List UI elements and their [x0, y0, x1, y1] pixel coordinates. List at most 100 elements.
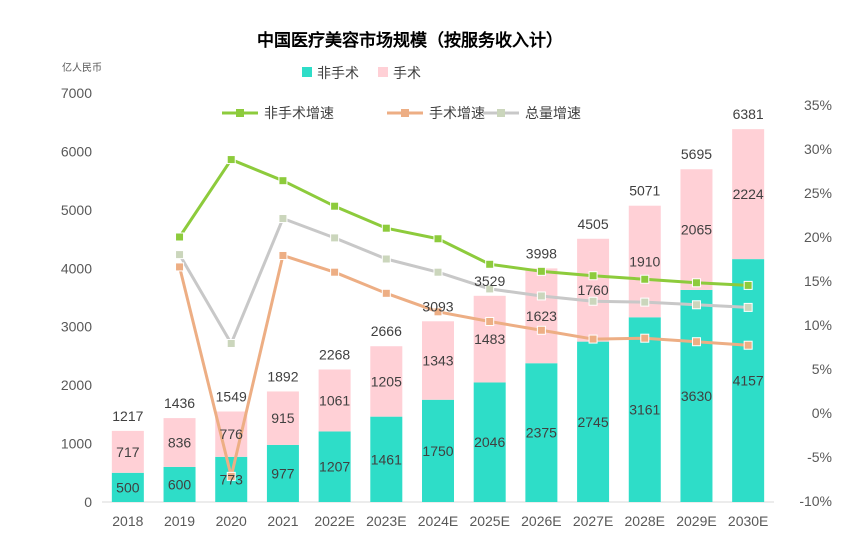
data-label-surgical: 1061	[319, 392, 350, 408]
y-tick-label: 2000	[61, 377, 92, 393]
bar-surgical	[266, 391, 299, 445]
data-label-total: 1549	[216, 388, 247, 404]
x-tick-label: 2024E	[418, 513, 458, 529]
line-marker	[433, 234, 443, 244]
line-marker	[743, 280, 753, 290]
bar-surgical	[732, 129, 765, 260]
line-marker	[330, 267, 340, 277]
line-marker	[278, 176, 288, 186]
data-label-total: 1217	[112, 408, 143, 424]
data-label-non-surgical: 2375	[526, 425, 557, 441]
line-non-surgical-growth	[178, 158, 749, 287]
line-marker	[381, 254, 391, 264]
line-marker	[226, 338, 236, 348]
data-label-non-surgical: 4157	[733, 373, 764, 389]
legend-label-surgical: 手术	[393, 66, 421, 82]
data-label-non-surgical: 2745	[577, 414, 608, 430]
lines	[175, 155, 753, 481]
data-label-surgical: 1343	[422, 353, 453, 369]
bar-non-surgical	[628, 317, 661, 502]
x-tick-label: 2027E	[573, 513, 613, 529]
y2-tick-label: 0%	[812, 405, 832, 421]
y-axis-unit: 亿人民币	[62, 61, 102, 74]
line-marker	[330, 201, 340, 211]
bar-non-surgical	[473, 382, 506, 502]
legend-marker-swatch	[401, 109, 409, 117]
legend-line-label: 手术增速	[429, 106, 485, 122]
bar-surgical	[577, 238, 610, 342]
data-label-total: 3529	[474, 273, 505, 289]
line-marker	[640, 297, 650, 307]
data-label-non-surgical: 3630	[681, 388, 712, 404]
bar-non-surgical	[732, 259, 765, 502]
data-label-non-surgical: 1207	[319, 459, 350, 475]
data-label-total: 6381	[733, 106, 764, 122]
x-tick-label: 2020	[216, 513, 247, 529]
legend-swatch-non-surgical	[302, 67, 312, 77]
data-label-total: 1436	[164, 395, 195, 411]
data-labels: 500 717 1217 600 836 1436 773 776 1549 977 915 1892…	[112, 106, 764, 495]
line-marker	[536, 266, 546, 276]
data-label-non-surgical: 773	[220, 471, 244, 487]
line-legend: 非手术增速 手术增速 总量增速	[222, 106, 581, 122]
line-marker	[691, 337, 701, 347]
data-label-total: 2666	[371, 323, 402, 339]
x-tick-label: 2021	[267, 513, 298, 529]
bar-surgical	[422, 321, 454, 400]
line-marker	[330, 233, 340, 243]
y-tick-label: 0	[84, 494, 92, 510]
bar-surgical	[163, 418, 196, 467]
bar-non-surgical	[370, 416, 403, 502]
data-label-non-surgical: 977	[271, 465, 295, 481]
y2-tick-label: -10%	[799, 493, 832, 509]
line-marker	[588, 271, 598, 281]
y2-tick-label: 10%	[804, 317, 832, 333]
data-label-total: 1892	[267, 368, 298, 384]
chart-title: 中国医疗美容市场规模（按服务收入计）	[257, 30, 563, 51]
bar-surgical	[111, 430, 144, 473]
data-label-surgical: 717	[116, 444, 140, 460]
legend-label-non-surgical: 非手术	[317, 66, 359, 82]
y2-tick-label: 25%	[804, 185, 832, 201]
line-marker	[640, 333, 650, 343]
x-tick-label: 2019	[164, 513, 195, 529]
data-label-surgical: 915	[271, 410, 295, 426]
x-tick-label: 2018	[112, 513, 143, 529]
line-marker	[381, 223, 391, 233]
bar-non-surgical	[163, 466, 196, 502]
line-marker	[536, 325, 546, 335]
x-tick-label: 2026E	[521, 513, 561, 529]
x-tick-label: 2023E	[366, 513, 406, 529]
x-tick-label: 2025E	[469, 513, 509, 529]
line-marker	[433, 307, 443, 317]
data-label-non-surgical: 1461	[371, 451, 402, 467]
legend-marker-swatch	[236, 109, 244, 117]
y2-tick-label: 20%	[804, 229, 832, 245]
bar-surgical	[680, 169, 713, 290]
line-marker	[588, 296, 598, 306]
legend-swatch-surgical	[378, 67, 388, 77]
data-label-total: 5071	[629, 183, 660, 199]
axes: 0 1000 2000 3000 4000 5000 6000 7000 -10% -5% 0% 5%…	[61, 85, 832, 529]
bar-legend: 非手术 手术	[302, 66, 421, 82]
line-marker	[691, 278, 701, 288]
legend-line-label: 非手术增速	[264, 106, 334, 122]
line-marker	[743, 340, 753, 350]
line-marker	[226, 471, 236, 481]
bar-non-surgical	[577, 341, 610, 502]
y-tick-label: 4000	[61, 260, 92, 276]
line-marker	[640, 274, 650, 284]
data-label-total: 3093	[422, 298, 453, 314]
bar-surgical	[473, 295, 506, 383]
line-marker	[691, 300, 701, 310]
line-marker	[381, 288, 391, 298]
line-marker	[485, 259, 495, 269]
line-marker	[175, 232, 185, 242]
x-tick-label: 2030E	[728, 513, 768, 529]
y-tick-label: 6000	[61, 143, 92, 159]
bar-non-surgical	[318, 431, 351, 502]
line-marker	[226, 155, 236, 165]
bar-surgical	[370, 346, 403, 417]
y-tick-label: 5000	[61, 202, 92, 218]
line-marker	[588, 334, 598, 344]
